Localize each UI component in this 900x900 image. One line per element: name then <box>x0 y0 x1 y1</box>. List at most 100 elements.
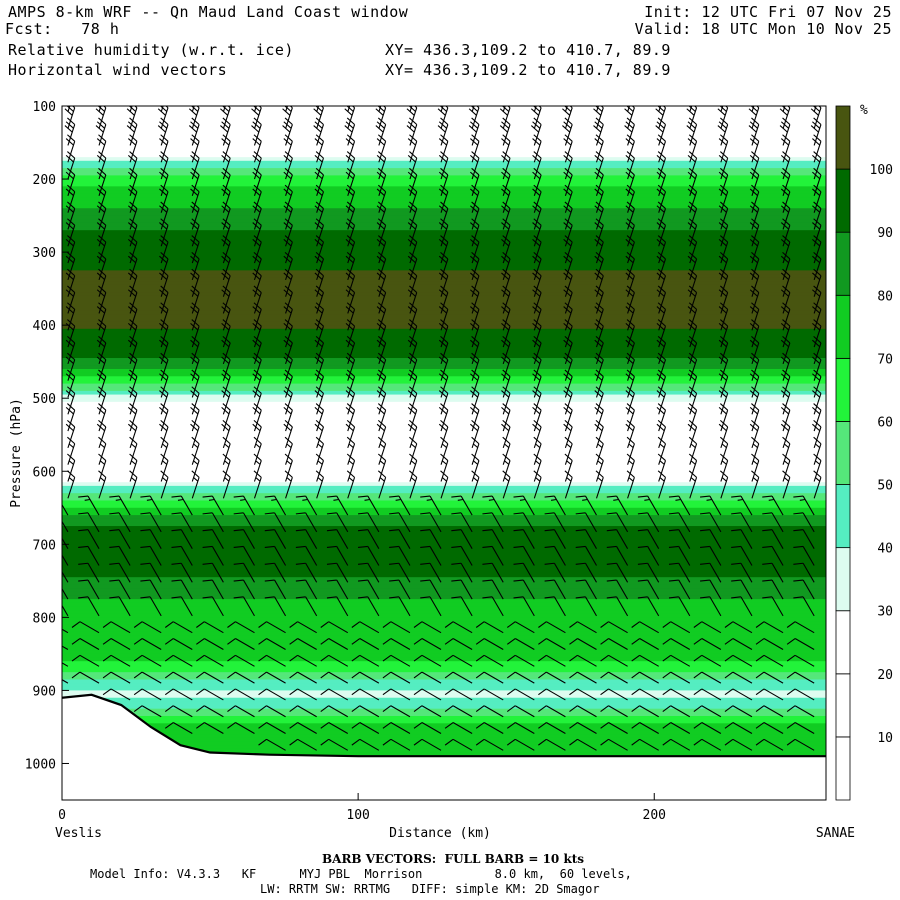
barb-flag <box>376 171 385 180</box>
barb-flag <box>656 238 665 247</box>
barb-shaft <box>266 638 286 650</box>
barb-flag <box>780 423 789 432</box>
barb-flag <box>688 184 697 193</box>
barb-flag <box>284 235 293 243</box>
barb-flag <box>438 272 447 280</box>
barb-flag <box>451 579 462 582</box>
wind-barb <box>475 688 504 701</box>
barb-flag <box>700 579 710 582</box>
rh-band <box>62 635 826 640</box>
barb-flag <box>470 171 479 180</box>
barb-flag <box>506 621 516 628</box>
wind-barb <box>227 722 255 734</box>
barb-shaft <box>720 106 729 113</box>
barb-flag <box>595 302 604 310</box>
barb-flag <box>159 188 168 196</box>
barb-flag <box>283 406 292 415</box>
rh-band <box>62 142 826 147</box>
barb-flag <box>133 705 143 712</box>
barb-flag <box>253 251 262 260</box>
barb-flag <box>102 638 112 645</box>
barb-shaft <box>701 705 722 718</box>
barb-flag <box>252 423 261 432</box>
barb-flag <box>532 171 541 180</box>
barb-shaft <box>429 529 442 549</box>
wind-barb <box>626 470 635 499</box>
barb-flag <box>471 106 480 109</box>
barb-flag <box>471 419 480 428</box>
barb-flag <box>78 579 89 582</box>
barb-half-flag <box>753 477 758 482</box>
wind-barb <box>482 562 504 583</box>
wind-barb <box>631 688 659 701</box>
barb-flag <box>315 386 324 394</box>
wind-barb <box>626 436 635 465</box>
wind-barb <box>594 335 604 365</box>
barb-flag <box>569 638 578 645</box>
wind-barb <box>159 235 169 264</box>
wind-barb <box>202 545 224 566</box>
barb-shaft <box>522 512 535 533</box>
barb-shaft <box>204 654 224 667</box>
wind-barb <box>407 251 418 281</box>
barb-flag <box>346 167 355 176</box>
barb-flag <box>532 272 541 280</box>
barb-flag <box>656 356 665 364</box>
wind-barb <box>812 151 822 180</box>
rh-band <box>62 518 826 523</box>
barb-flag <box>533 235 542 243</box>
barb-flag <box>377 167 387 176</box>
barb-flag <box>637 579 648 582</box>
barb-flag <box>532 423 541 432</box>
barb-flag <box>221 406 230 415</box>
wind-barb <box>283 302 293 331</box>
barb-flag <box>780 322 789 331</box>
barb-flag <box>222 335 231 344</box>
barb-flag <box>437 125 446 133</box>
wind-barb <box>345 184 356 213</box>
barb-shaft <box>670 638 691 650</box>
barb-flag <box>786 671 796 679</box>
barb-flag <box>67 453 76 461</box>
wind-barb <box>96 302 107 331</box>
wind-barb <box>563 369 573 398</box>
barb-flag <box>749 188 758 196</box>
barb-flag <box>501 289 510 297</box>
barb-flag <box>171 495 182 498</box>
barb-flag <box>376 289 385 297</box>
barb-flag <box>688 369 697 377</box>
barb-flag <box>631 738 640 746</box>
rh-band <box>62 547 826 553</box>
wind-barb <box>320 705 349 718</box>
barb-flag <box>159 322 168 331</box>
barb-flag <box>127 222 137 230</box>
barb-flag <box>544 495 555 498</box>
barb-shaft <box>172 671 193 684</box>
barb-flag <box>253 134 262 142</box>
barb-shaft <box>347 106 356 113</box>
barb-flag <box>252 272 261 280</box>
barb-flag <box>382 705 392 712</box>
barb-flag <box>506 654 516 662</box>
wind-barb <box>140 562 162 583</box>
barb-flag <box>376 205 385 213</box>
barb-flag <box>188 92 198 99</box>
rh-band <box>62 661 826 666</box>
wind-barb <box>320 722 349 734</box>
wind-barb <box>786 705 815 718</box>
wind-barb <box>376 184 387 213</box>
wind-barb <box>749 319 760 348</box>
barb-shaft <box>483 671 504 684</box>
wind-barb <box>351 654 380 667</box>
barb-flag <box>502 352 511 361</box>
colorbar-label: 10 <box>877 731 893 746</box>
colorbar-label: 80 <box>877 289 893 304</box>
wind-barb <box>513 562 535 583</box>
barb-flag <box>413 688 423 696</box>
wind-barb <box>625 268 635 297</box>
wind-barb <box>65 335 76 365</box>
barb-flag <box>471 386 480 394</box>
barb-flag <box>171 562 182 565</box>
wind-barb <box>406 117 418 146</box>
wind-barb <box>264 545 287 566</box>
